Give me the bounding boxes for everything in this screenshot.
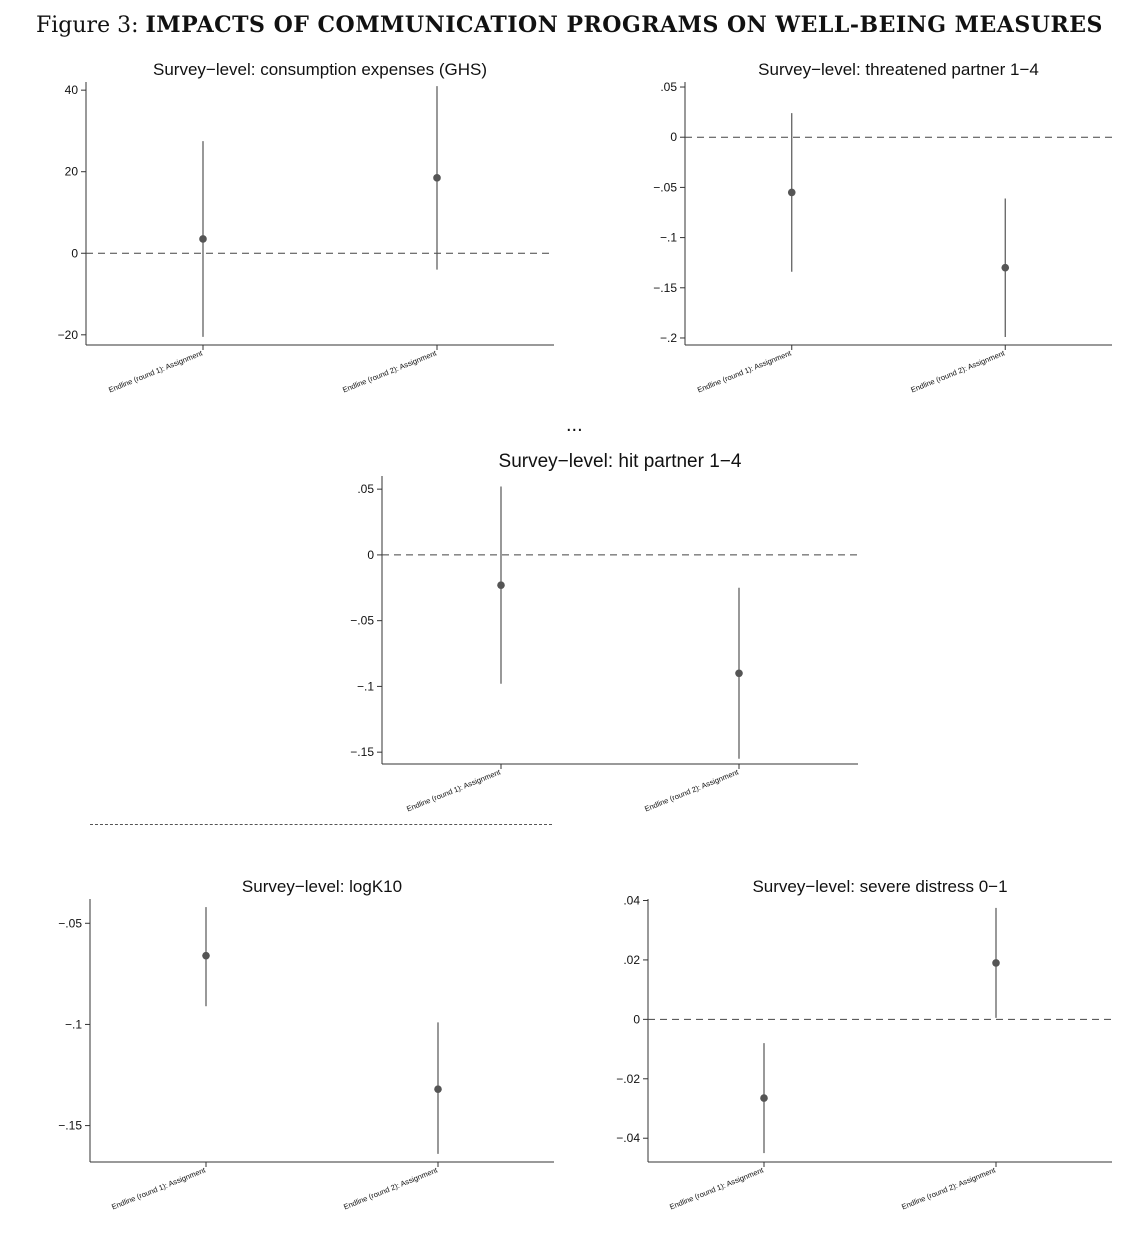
- y-tick-label: .02: [623, 953, 640, 967]
- chart-title: Survey−level: severe distress 0−1: [752, 877, 1007, 896]
- y-tick-label: .04: [623, 893, 640, 907]
- y-tick-label: −.15: [350, 745, 374, 759]
- y-tick-label: −.04: [616, 1131, 640, 1145]
- point-estimate: [202, 951, 210, 960]
- y-tick-label: −.05: [350, 614, 374, 628]
- y-tick-label: −.05: [653, 180, 677, 194]
- point-estimate: [992, 959, 1000, 967]
- point-estimate: [433, 174, 441, 182]
- y-tick-label: −.05: [58, 916, 82, 930]
- y-tick-label: .05: [660, 80, 677, 94]
- y-tick-label: −.1: [357, 679, 374, 693]
- y-tick-label: −.02: [616, 1072, 640, 1086]
- y-tick-label: −.1: [660, 231, 677, 245]
- y-tick-label: 0: [367, 548, 374, 562]
- y-tick-label: −.2: [660, 331, 677, 345]
- y-tick-label: −.15: [653, 281, 677, 295]
- y-tick-label: 40: [65, 83, 79, 97]
- chart-title: Survey−level: hit partner 1−4: [499, 451, 742, 472]
- point-estimate: [1001, 263, 1010, 272]
- chart-title: Survey−level: logK10: [242, 877, 402, 896]
- figure-heading: IMPACTS OF COMMUNICATION PROGRAMS ON WEL…: [145, 12, 1103, 38]
- point-estimate: [434, 1085, 442, 1093]
- x-tick-label: Endline (round 2): Assignment: [900, 1165, 997, 1211]
- y-tick-label: .05: [357, 482, 374, 496]
- x-tick-label: Endline (round 1): Assignment: [668, 1165, 765, 1211]
- figure-title: Figure 3: IMPACTS OF COMMUNICATION PROGR…: [36, 12, 1126, 38]
- chart-title: Survey−level: threatened partner 1−4: [758, 60, 1039, 79]
- y-tick-label: −.15: [58, 1119, 82, 1133]
- y-tick-label: 0: [670, 130, 677, 144]
- point-estimate: [735, 669, 743, 678]
- point-estimate: [760, 1094, 768, 1102]
- ellipsis: ...: [566, 414, 583, 436]
- point-estimate: [199, 235, 207, 243]
- y-tick-label: −20: [58, 328, 79, 342]
- y-tick-label: 0: [633, 1012, 640, 1026]
- separator-dashed-line: [90, 824, 552, 825]
- figure-label: Figure 3:: [36, 13, 139, 38]
- chart-title: Survey−level: consumption expenses (GHS): [153, 60, 487, 79]
- point-estimate: [497, 581, 505, 589]
- point-estimate: [787, 188, 796, 197]
- y-tick-label: 20: [65, 165, 79, 179]
- y-tick-label: −.1: [65, 1017, 82, 1031]
- y-tick-label: 0: [71, 246, 78, 260]
